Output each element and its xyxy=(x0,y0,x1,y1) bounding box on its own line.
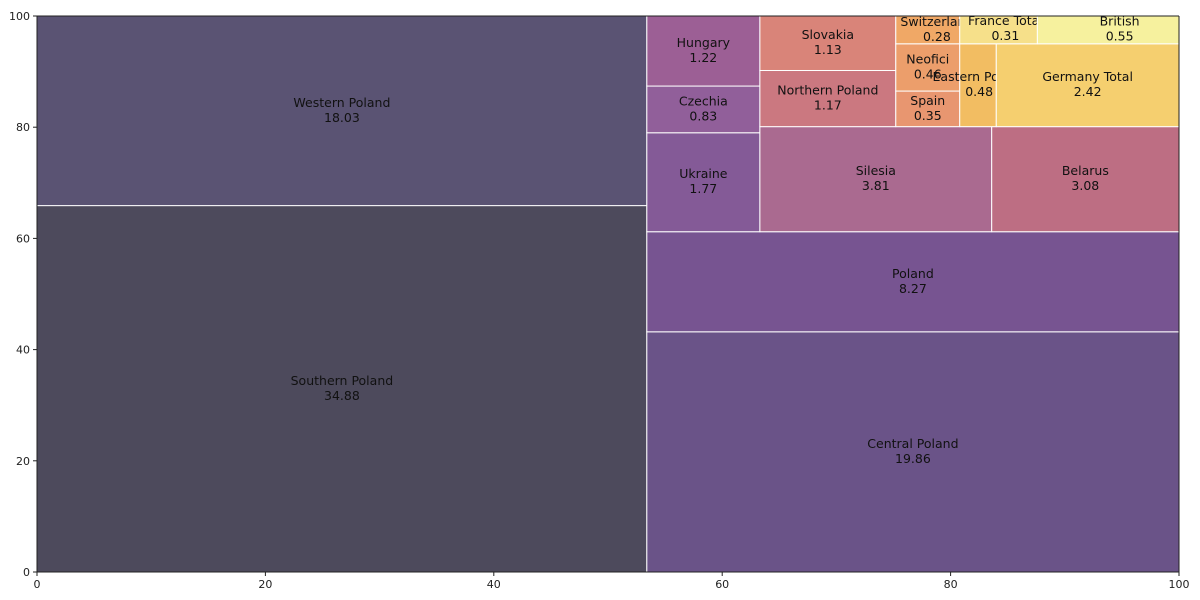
tile-value-label: 19.86 xyxy=(895,451,931,466)
x-tick-label: 100 xyxy=(1169,578,1190,591)
ticks-layer: 0 20 40 60 80 100 0 20 40 60 80 100 xyxy=(9,10,1190,591)
y-tick-label: 0 xyxy=(23,566,30,579)
tile-name-label: Slovakia xyxy=(802,27,854,42)
tile-name-label: Spain xyxy=(910,93,945,108)
tile-rect xyxy=(991,126,1180,233)
x-tick-label: 20 xyxy=(258,578,272,591)
tile-rect xyxy=(1036,15,1180,45)
tile-value-label: 0.55 xyxy=(1106,28,1134,43)
tile-value-label: 3.81 xyxy=(862,178,890,193)
tile-name-label: Central Poland xyxy=(867,436,958,451)
tile-name-label: Czechia xyxy=(679,93,728,108)
y-tick-label: 20 xyxy=(16,455,30,468)
tile-name-label: Poland xyxy=(892,266,934,281)
tile-rect xyxy=(959,43,997,128)
tile-name-label: Silesia xyxy=(856,163,896,178)
tile-value-label: 1.22 xyxy=(689,50,717,65)
tile-name-label: Belarus xyxy=(1062,163,1109,178)
tile-rect xyxy=(895,90,961,128)
tile-name-label: Hungary xyxy=(677,35,731,50)
tile-name-label: Germany Total xyxy=(1042,69,1133,84)
y-tick-label: 100 xyxy=(9,10,30,23)
tile-rect xyxy=(646,85,761,134)
tile-rect xyxy=(895,43,961,92)
y-tick-label: 60 xyxy=(16,232,30,245)
tile-rect xyxy=(646,15,761,87)
tile-value-label: 2.42 xyxy=(1074,84,1102,99)
tile-name-label: Northern Poland xyxy=(777,83,878,98)
tile-name-label: Southern Poland xyxy=(291,373,394,388)
tile-rect xyxy=(895,15,961,45)
tile-value-label: 0.83 xyxy=(689,108,717,123)
tile-value-label: 0.46 xyxy=(914,66,942,81)
tile-value-label: 34.88 xyxy=(324,388,360,403)
x-tick-label: 60 xyxy=(715,578,729,591)
tile-rect xyxy=(959,15,1038,45)
y-tick-label: 80 xyxy=(16,121,30,134)
tile-value-label: 0.28 xyxy=(923,29,951,44)
x-tick-label: 40 xyxy=(487,578,501,591)
tile-rect xyxy=(646,132,761,233)
tile-rect xyxy=(759,69,897,128)
tile-value-label: 1.17 xyxy=(814,98,842,113)
tile-value-label: 0.48 xyxy=(965,84,993,99)
tile-name-label: Western Poland xyxy=(293,95,390,110)
tile-value-label: 1.13 xyxy=(814,42,842,57)
tile-value-label: 0.31 xyxy=(991,28,1019,43)
tile-value-label: 18.03 xyxy=(324,110,360,125)
tile-name-label: Neofici xyxy=(906,51,949,66)
x-tick-label: 0 xyxy=(34,578,41,591)
tile-value-label: 1.77 xyxy=(689,181,717,196)
tile-value-label: 3.08 xyxy=(1071,178,1099,193)
tile-value-label: 0.35 xyxy=(914,108,942,123)
tile-rect xyxy=(36,205,648,573)
y-tick-label: 40 xyxy=(16,344,30,357)
tile-name-label: Ukraine xyxy=(679,166,728,181)
tile-name-label: France Total xyxy=(968,13,1043,28)
tile-rect xyxy=(759,126,993,233)
tile-value-label: 8.27 xyxy=(899,281,927,296)
tile-rect xyxy=(36,15,648,207)
tile-name-label: Switzerland xyxy=(900,14,973,29)
tile-rect xyxy=(646,231,1180,333)
x-tick-label: 80 xyxy=(944,578,958,591)
tile-name-label: British xyxy=(1100,13,1140,28)
axes-layer xyxy=(36,15,1180,573)
